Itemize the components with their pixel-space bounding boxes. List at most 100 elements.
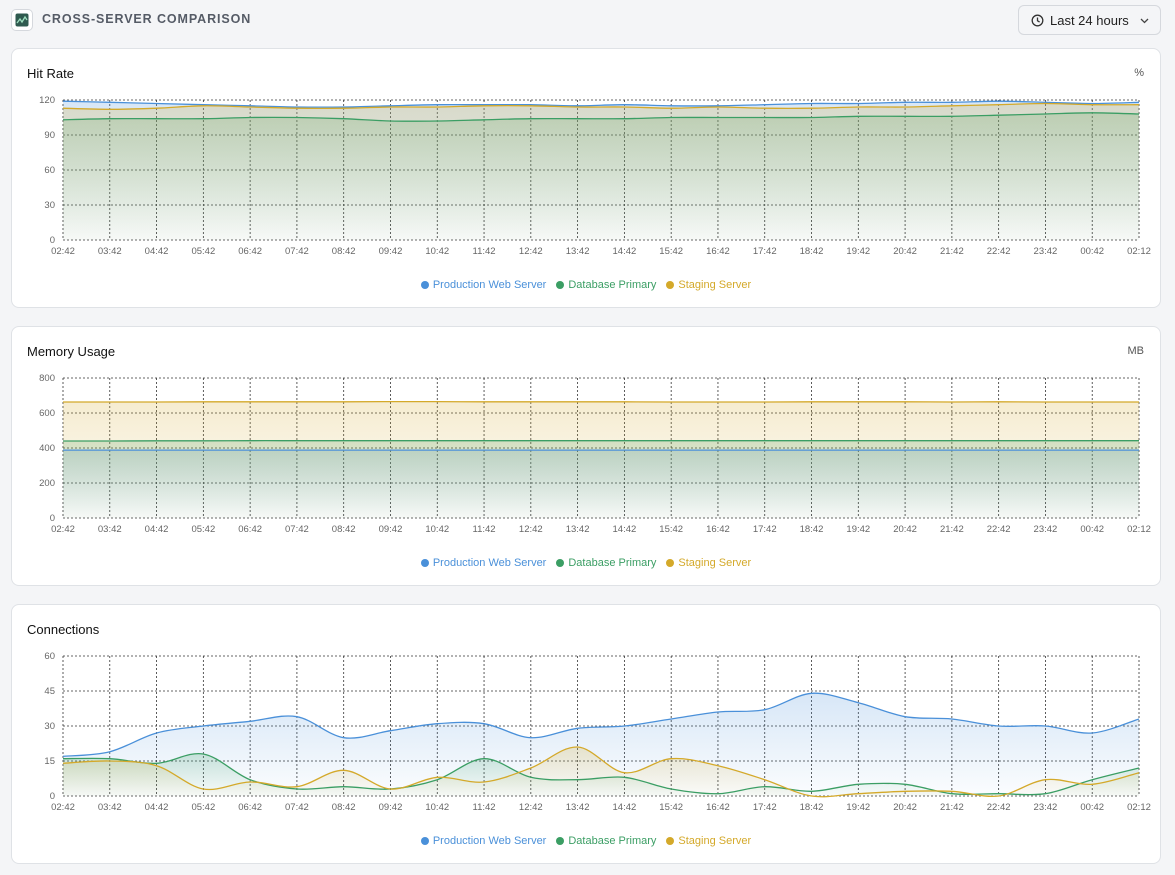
x-tick-label: 15:42 xyxy=(659,802,683,813)
x-tick-label: 19:42 xyxy=(846,246,870,257)
series-line-database xyxy=(62,752,1140,796)
legend-item-production[interactable]: Production Web Server xyxy=(420,279,547,291)
series-line-staging xyxy=(62,102,1140,110)
legend-dot-icon xyxy=(556,837,565,845)
x-tick-label: 19:42 xyxy=(846,802,870,813)
chart-legend: Production Web Server Database Primary Sta… xyxy=(12,279,1160,291)
series-area xyxy=(63,401,1139,518)
x-tick-label: 04:42 xyxy=(145,524,169,535)
x-tick-label: 04:42 xyxy=(145,802,169,813)
x-tick-label: 00:42 xyxy=(1080,246,1104,257)
x-tick-label: 02:12 xyxy=(1127,524,1151,535)
x-tick-label: 08:42 xyxy=(332,246,356,257)
x-tick-label: 12:42 xyxy=(519,802,543,813)
chart-title: Memory Usage xyxy=(27,344,116,359)
server-monitor-icon xyxy=(11,9,33,31)
x-tick-label: 18:42 xyxy=(800,802,824,813)
x-tick-label: 02:12 xyxy=(1127,802,1151,813)
x-tick-label: 20:42 xyxy=(893,246,917,257)
series-line-database xyxy=(62,112,1140,122)
x-tick-label: 22:42 xyxy=(987,246,1011,257)
legend-dot-icon xyxy=(420,281,429,289)
x-tick-label: 13:42 xyxy=(566,246,590,257)
x-tick-label: 08:42 xyxy=(332,802,356,813)
legend-dot-icon xyxy=(556,281,565,289)
legend-label: Database Primary xyxy=(568,557,657,569)
legend-label: Database Primary xyxy=(568,279,657,291)
series-area xyxy=(63,693,1139,796)
x-tick-label: 22:42 xyxy=(987,524,1011,535)
x-tick-label: 19:42 xyxy=(846,524,870,535)
x-tick-label: 21:42 xyxy=(940,802,964,813)
chart-title: Connections xyxy=(27,622,100,637)
y-tick-label: 0 xyxy=(50,513,55,524)
x-tick-label: 05:42 xyxy=(191,246,215,257)
x-tick-label: 14:42 xyxy=(613,524,637,535)
legend-item-database[interactable]: Database Primary xyxy=(556,835,656,847)
legend-label: Production Web Server xyxy=(432,835,547,847)
y-tick-label: 60 xyxy=(44,165,55,176)
header-bar: CROSS-SERVER COMPARISON Last 24 hours xyxy=(0,0,1175,40)
x-tick-label: 07:42 xyxy=(285,524,309,535)
x-tick-label: 21:42 xyxy=(940,524,964,535)
series-area xyxy=(63,103,1139,240)
x-tick-label: 21:42 xyxy=(940,246,964,257)
x-tick-label: 15:42 xyxy=(659,246,683,257)
legend-item-production[interactable]: Production Web Server xyxy=(420,835,547,847)
chart-unit: % xyxy=(1134,67,1144,79)
time-range-selector[interactable]: Last 24 hours xyxy=(1018,5,1161,35)
x-tick-label: 03:42 xyxy=(98,246,122,257)
x-tick-label: 14:42 xyxy=(613,246,637,257)
x-tick-label: 10:42 xyxy=(425,524,449,535)
memory-usage-chart: 0 200 400 600 800 02:42 03:42 04:42 05:42 06:42 07… xyxy=(39,373,1151,535)
legend-item-staging[interactable]: Staging Server xyxy=(666,279,751,291)
x-tick-label: 00:42 xyxy=(1080,802,1104,813)
x-tick-label: 02:42 xyxy=(51,246,75,257)
x-tick-label: 22:42 xyxy=(987,802,1011,813)
y-tick-label: 15 xyxy=(44,756,55,767)
x-tick-label: 09:42 xyxy=(379,246,403,257)
y-tick-label: 200 xyxy=(39,478,55,489)
x-tick-label: 06:42 xyxy=(238,524,262,535)
legend-label: Production Web Server xyxy=(432,279,547,291)
x-tick-label: 23:42 xyxy=(1034,802,1058,813)
legend-item-production[interactable]: Production Web Server xyxy=(420,557,547,569)
legend-dot-icon xyxy=(666,559,675,567)
x-tick-label: 09:42 xyxy=(379,802,403,813)
legend-item-database[interactable]: Database Primary xyxy=(556,279,656,291)
x-tick-label: 10:42 xyxy=(425,246,449,257)
series-line-production xyxy=(62,692,1140,757)
y-tick-label: 30 xyxy=(44,200,55,211)
chart-legend: Production Web Server Database Primary Sta… xyxy=(12,557,1160,569)
legend-item-staging[interactable]: Staging Server xyxy=(666,557,751,569)
x-tick-label: 07:42 xyxy=(285,802,309,813)
series-area xyxy=(63,746,1139,797)
series-area xyxy=(63,753,1139,796)
x-tick-label: 05:42 xyxy=(191,802,215,813)
y-tick-label: 400 xyxy=(39,443,55,454)
x-tick-label: 11:42 xyxy=(473,246,496,257)
x-tick-label: 09:42 xyxy=(379,524,403,535)
x-tick-label: 02:42 xyxy=(51,802,75,813)
legend-label: Production Web Server xyxy=(432,557,547,569)
y-tick-label: 0 xyxy=(50,235,55,246)
connections-chart: 0 15 30 45 60 02:42 03:42 04:42 05:42 06:42 07:42 0… xyxy=(44,651,1151,813)
legend-label: Database Primary xyxy=(568,835,657,847)
y-tick-label: 60 xyxy=(44,651,55,662)
x-tick-label: 08:42 xyxy=(332,524,356,535)
y-tick-label: 0 xyxy=(50,791,55,802)
chart-unit: MB xyxy=(1127,345,1145,357)
x-tick-label: 02:12 xyxy=(1127,246,1151,257)
x-tick-label: 16:42 xyxy=(706,802,730,813)
legend-item-staging[interactable]: Staging Server xyxy=(666,835,751,847)
x-tick-label: 17:42 xyxy=(753,802,777,813)
x-tick-label: 16:42 xyxy=(706,246,730,257)
legend-label: Staging Server xyxy=(678,557,752,569)
x-tick-label: 11:42 xyxy=(473,524,496,535)
legend-label: Staging Server xyxy=(678,279,752,291)
legend-item-database[interactable]: Database Primary xyxy=(556,557,656,569)
x-tick-label: 04:42 xyxy=(145,246,169,257)
x-tick-label: 13:42 xyxy=(566,524,590,535)
chart-title: Hit Rate xyxy=(27,66,74,81)
x-tick-label: 16:42 xyxy=(706,524,730,535)
